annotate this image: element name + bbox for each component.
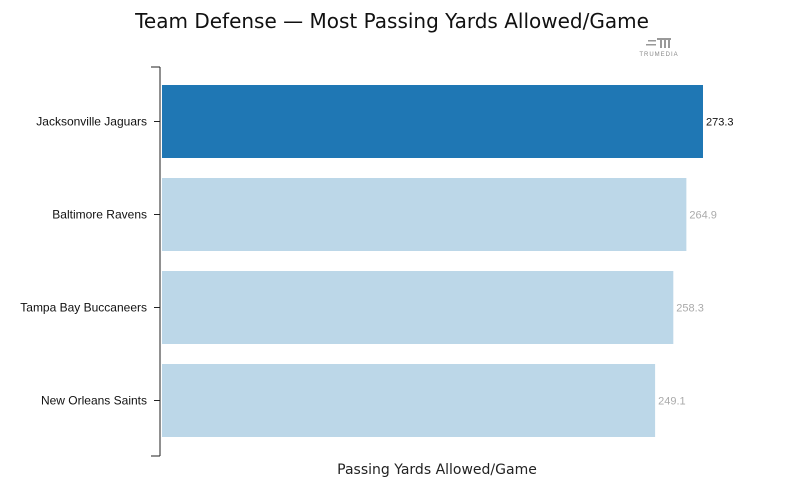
chart-title: Team Defense — Most Passing Yards Allowe… <box>134 9 649 33</box>
value-label: 273.3 <box>706 117 734 129</box>
value-label: 258.3 <box>676 303 704 315</box>
x-axis-label: Passing Yards Allowed/Game <box>337 462 537 478</box>
bar <box>162 271 674 344</box>
bar <box>162 85 703 158</box>
bar <box>162 364 656 437</box>
category-label: Jacksonville Jaguars <box>36 115 147 129</box>
logo-text: TRUMEDIA <box>639 52 678 58</box>
category-label: New Orleans Saints <box>41 394 147 408</box>
value-label: 249.1 <box>658 396 686 408</box>
category-label: Baltimore Ravens <box>52 208 147 222</box>
value-label: 264.9 <box>689 210 717 222</box>
bar <box>162 178 687 251</box>
category-label: Tampa Bay Buccaneers <box>20 301 147 315</box>
trumedia-logo: TRUMEDIA <box>639 38 678 58</box>
